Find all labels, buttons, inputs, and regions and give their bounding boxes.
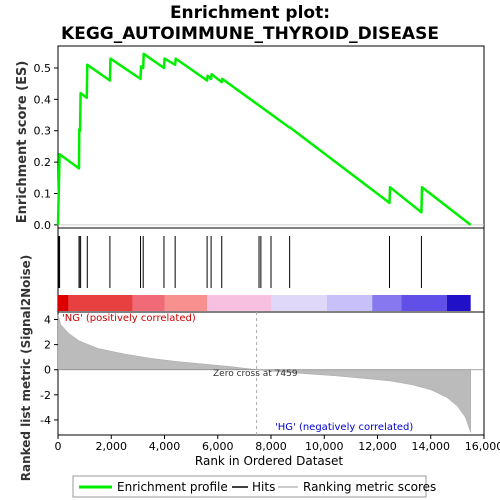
colorbar-segment <box>446 295 471 311</box>
x-tick-label: 0 <box>55 440 62 453</box>
ranking-metric-area <box>57 314 471 433</box>
x-axis: 0 2,000 4,000 6,000 8,000 10,000 12,000 14,000 1… <box>55 435 500 453</box>
x-tick-label: 12,000 <box>358 440 397 453</box>
hits-panel <box>57 227 485 313</box>
es-y-tick-label: 0.2 <box>34 156 52 169</box>
colorbar-segment <box>401 295 447 311</box>
metric-y-tick-label: 2 <box>44 339 51 352</box>
chart-title-line2: KEGG_AUTOIMMUNE_THYROID_DISEASE <box>61 24 439 44</box>
metric-y-tick-label: 0 <box>44 364 51 377</box>
colorbar-segment <box>58 295 69 311</box>
legend: Enrichment profile Hits Ranking metric s… <box>72 475 436 498</box>
colorbar-segment <box>271 295 327 311</box>
legend-metric-label: Ranking metric scores <box>303 480 436 494</box>
metric-y-tick-label: -4 <box>40 414 51 427</box>
metric-panel: -4 -2 0 2 4 <box>40 311 485 436</box>
x-tick-label: 16,000 <box>465 440 500 453</box>
zero-cross-label: Zero cross at 7459 <box>213 369 298 379</box>
es-plot-frame <box>57 45 485 229</box>
es-y-tick-label: 0.0 <box>34 219 52 232</box>
enrichment-profile-line <box>56 52 472 226</box>
colorbar-segment <box>164 295 208 311</box>
colorbar-segment <box>372 295 402 311</box>
colorbar-segment <box>68 295 133 311</box>
es-y-tick-label: 0.1 <box>34 187 52 200</box>
metric-y-axis-label: Ranked list metric (Signal2Noise) <box>19 255 33 482</box>
positive-correlation-label: 'NG' (positively correlated) <box>62 313 196 324</box>
es-y-tick-label: 0.4 <box>34 93 52 106</box>
x-tick-label: 4,000 <box>149 440 181 453</box>
es-y-axis-label: Enrichment score (ES) <box>15 61 30 224</box>
negative-correlation-label: 'HG' (negatively correlated) <box>275 422 413 433</box>
metric-y-tick-label: -2 <box>40 389 51 402</box>
chart-title-line1: Enrichment plot: <box>170 3 330 23</box>
colorbar-segment <box>207 295 271 311</box>
x-tick-label: 14,000 <box>412 440 451 453</box>
es-panel: 0.0 0.1 0.2 0.3 0.4 0.5 <box>34 45 485 232</box>
x-tick-label: 6,000 <box>202 440 234 453</box>
legend-box <box>72 475 427 498</box>
legend-enrichment-label: Enrichment profile <box>117 480 228 494</box>
es-y-tick-label: 0.3 <box>34 125 52 138</box>
colorbar-segment <box>132 295 165 311</box>
metric-y-tick-label: 4 <box>44 314 51 327</box>
colorbar-segment <box>326 295 373 311</box>
x-tick-label: 2,000 <box>96 440 128 453</box>
x-axis-label: Rank in Ordered Dataset <box>195 454 343 468</box>
es-y-tick-label: 0.5 <box>34 62 52 75</box>
legend-hits-label: Hits <box>252 480 275 494</box>
x-tick-label: 10,000 <box>305 440 344 453</box>
x-tick-label: 8,000 <box>255 440 287 453</box>
